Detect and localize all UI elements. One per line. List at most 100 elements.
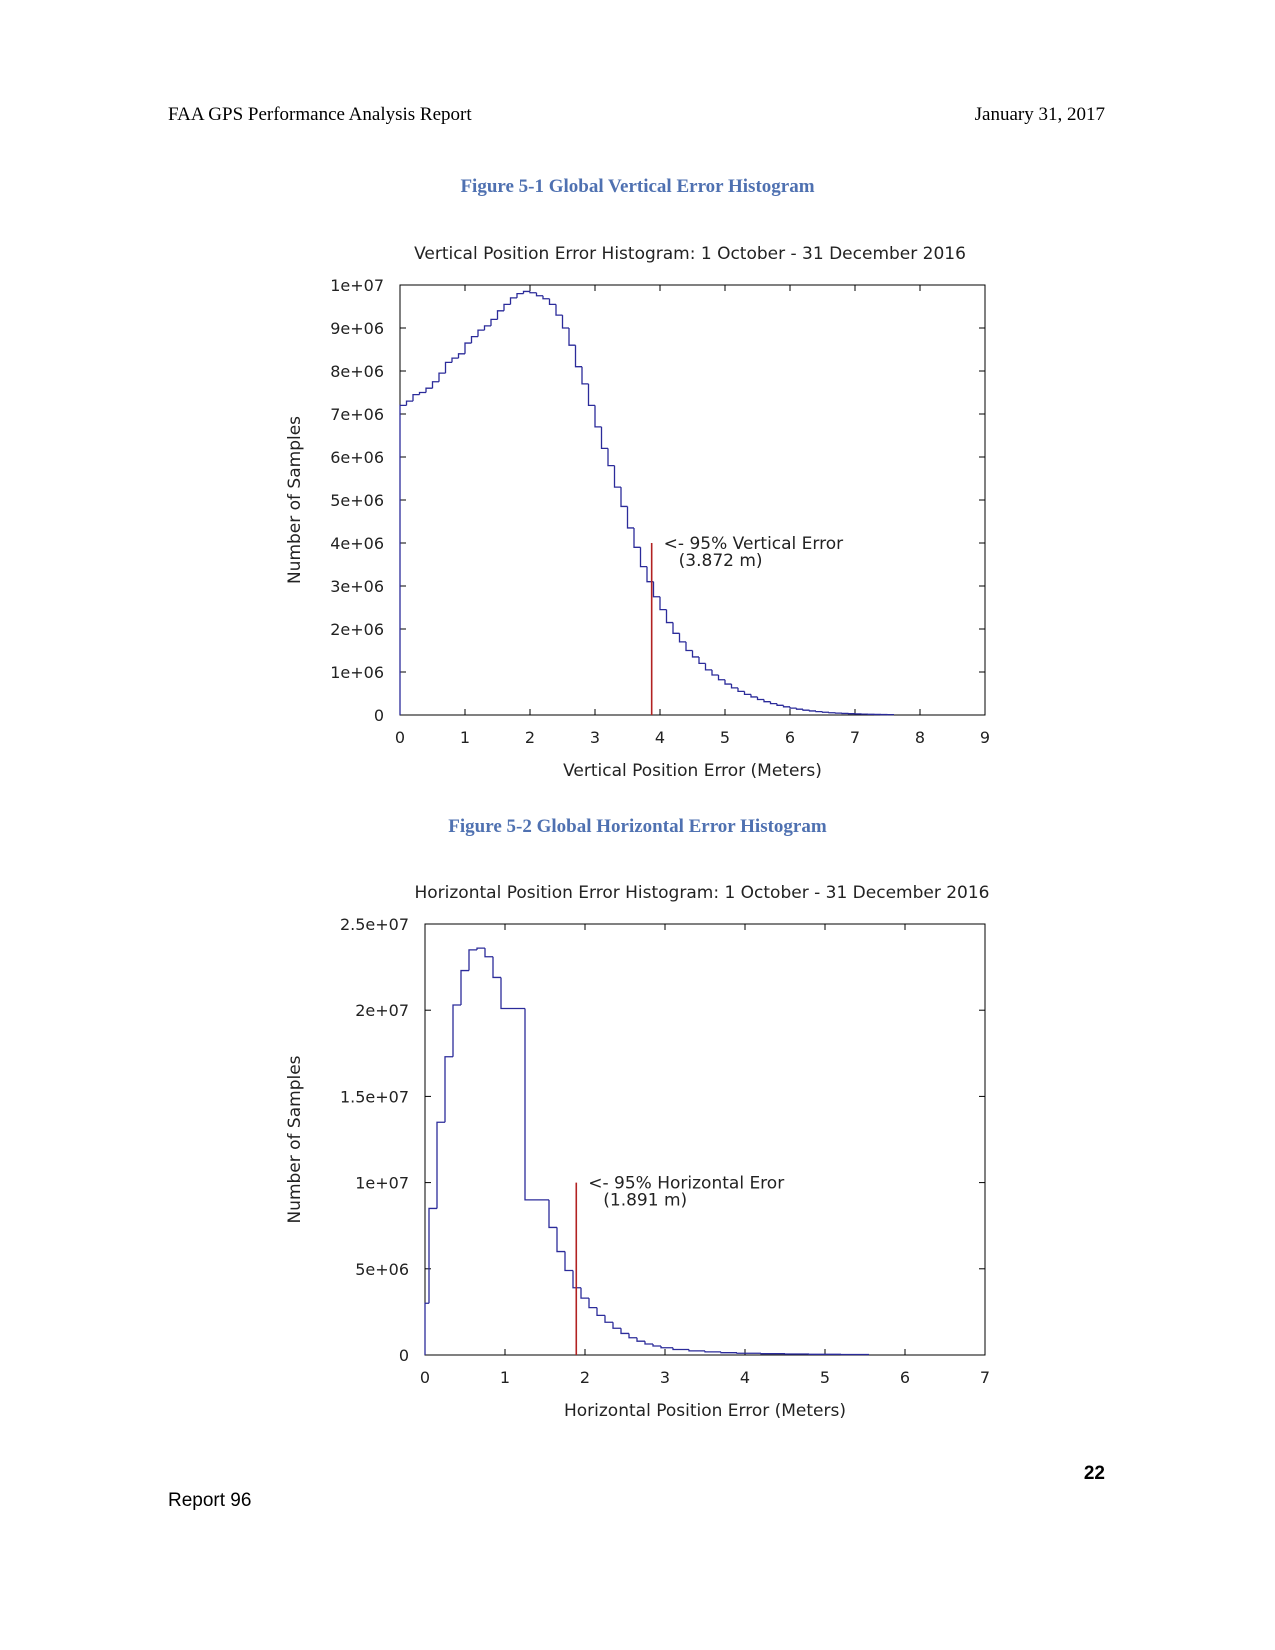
histogram-bin	[646, 566, 654, 583]
histogram-bin	[600, 426, 608, 450]
y-tick-label: 2.5e+07	[340, 915, 409, 934]
histogram-bin	[535, 292, 543, 297]
histogram-bin	[457, 353, 465, 359]
x-tick-label: 6	[900, 1368, 910, 1387]
histogram-bin	[460, 969, 469, 1006]
histogram-bin	[452, 1004, 461, 1057]
histogram-bin	[644, 1341, 653, 1345]
histogram-bin	[587, 383, 595, 407]
histogram-bin	[574, 345, 582, 368]
histogram-bin	[444, 361, 452, 374]
histogram-bin	[685, 641, 693, 652]
histogram-bin	[555, 304, 563, 316]
histogram-bin	[665, 609, 673, 624]
x-tick-label: 8	[915, 728, 925, 747]
y-axis-label: Number of Samples	[285, 416, 305, 584]
histogram-bin	[500, 977, 525, 1010]
histogram-bin	[483, 325, 491, 331]
percentile-95-value: (1.891 m)	[603, 1191, 687, 1211]
histogram-bin	[704, 1350, 721, 1353]
histogram-bin	[652, 1343, 661, 1347]
x-axis-label: Vertical Position Error (Meters)	[563, 761, 822, 781]
histogram-bin	[704, 663, 712, 671]
y-tick-label: 2e+07	[355, 1001, 409, 1020]
histogram-bin	[431, 381, 439, 389]
x-tick-label: 9	[980, 728, 990, 747]
y-tick-label: 2e+06	[330, 620, 384, 639]
histogram-bin	[399, 404, 407, 715]
histogram-bin	[444, 1056, 453, 1123]
x-tick-label: 6	[785, 728, 795, 747]
histogram-bin	[524, 1008, 549, 1201]
histogram-bin	[756, 696, 764, 701]
page-number: 22	[1083, 1463, 1105, 1484]
histogram-bin	[604, 1315, 613, 1323]
histogram-bin	[412, 394, 420, 402]
report-number: Report 96	[168, 1490, 252, 1511]
percentile-95-value: (3.872 m)	[679, 551, 763, 571]
histogram-bin	[821, 711, 829, 713]
histogram-bin	[418, 391, 426, 395]
x-tick-label: 0	[395, 728, 405, 747]
x-tick-label: 4	[740, 1368, 750, 1387]
histogram-bin	[678, 633, 686, 643]
histogram-bin	[464, 342, 472, 354]
y-tick-label: 7e+06	[330, 405, 384, 424]
y-axis-label: Number of Samples	[285, 1055, 305, 1223]
y-tick-label: 1e+07	[330, 276, 384, 295]
histogram-bin	[568, 328, 576, 346]
figure-2-caption: Figure 5-2 Global Horizontal Error Histo…	[448, 816, 827, 837]
y-tick-label: 5e+06	[330, 491, 384, 510]
histogram-bin	[572, 1270, 581, 1289]
histogram-bin	[548, 298, 556, 305]
histogram-bin	[451, 357, 459, 363]
x-tick-label: 7	[850, 728, 860, 747]
histogram-bin	[672, 1347, 689, 1351]
y-tick-label: 5e+06	[355, 1260, 409, 1279]
histogram-bin	[490, 318, 498, 326]
y-tick-label: 3e+06	[330, 577, 384, 596]
histogram-bin	[477, 329, 485, 337]
histogram-bin	[588, 1298, 597, 1309]
histogram-bin	[529, 291, 537, 294]
histogram-bin	[672, 622, 680, 634]
histogram-bin	[789, 706, 797, 709]
histogram-bin	[698, 656, 706, 665]
histogram-bin	[688, 1349, 705, 1352]
histogram-bin	[620, 487, 628, 508]
histogram-bin	[763, 699, 771, 703]
x-tick-label: 3	[590, 728, 600, 747]
histogram-bin	[769, 701, 777, 705]
histogram-bin	[717, 675, 725, 681]
x-tick-label: 4	[655, 728, 665, 747]
histogram-bin	[594, 405, 602, 428]
histogram-bin	[425, 387, 433, 393]
y-tick-label: 0	[399, 1346, 409, 1365]
histogram-bin	[660, 1346, 673, 1349]
histogram-bin	[503, 303, 511, 311]
histogram-bin	[580, 1287, 589, 1299]
y-tick-label: 1e+06	[330, 663, 384, 682]
x-tick-label: 2	[580, 1368, 590, 1387]
histogram-bin	[556, 1227, 565, 1253]
x-axis-label: Horizontal Position Error (Meters)	[564, 1401, 846, 1421]
histogram-bin	[636, 1337, 645, 1342]
chart-title: Vertical Position Error Histogram: 1 Oct…	[414, 244, 966, 264]
histogram-bin	[652, 581, 660, 598]
histogram-bin	[596, 1307, 605, 1316]
histogram-bin	[438, 372, 446, 382]
histogram-bin	[730, 684, 738, 689]
percentile-95-label: <- 95% Vertical Error	[664, 534, 843, 554]
histogram-bin	[564, 1251, 573, 1272]
histogram-bin	[750, 694, 758, 698]
histogram-bin	[639, 547, 647, 568]
histogram-bin	[743, 691, 751, 696]
histogram-bin	[720, 1351, 737, 1354]
histogram-bin	[736, 1352, 761, 1354]
histogram-bin	[542, 295, 550, 300]
histogram-bin	[795, 708, 803, 710]
y-tick-label: 6e+06	[330, 448, 384, 467]
histogram-bin	[496, 310, 504, 320]
histogram-bin	[612, 1322, 621, 1329]
histogram-bin	[633, 527, 641, 548]
